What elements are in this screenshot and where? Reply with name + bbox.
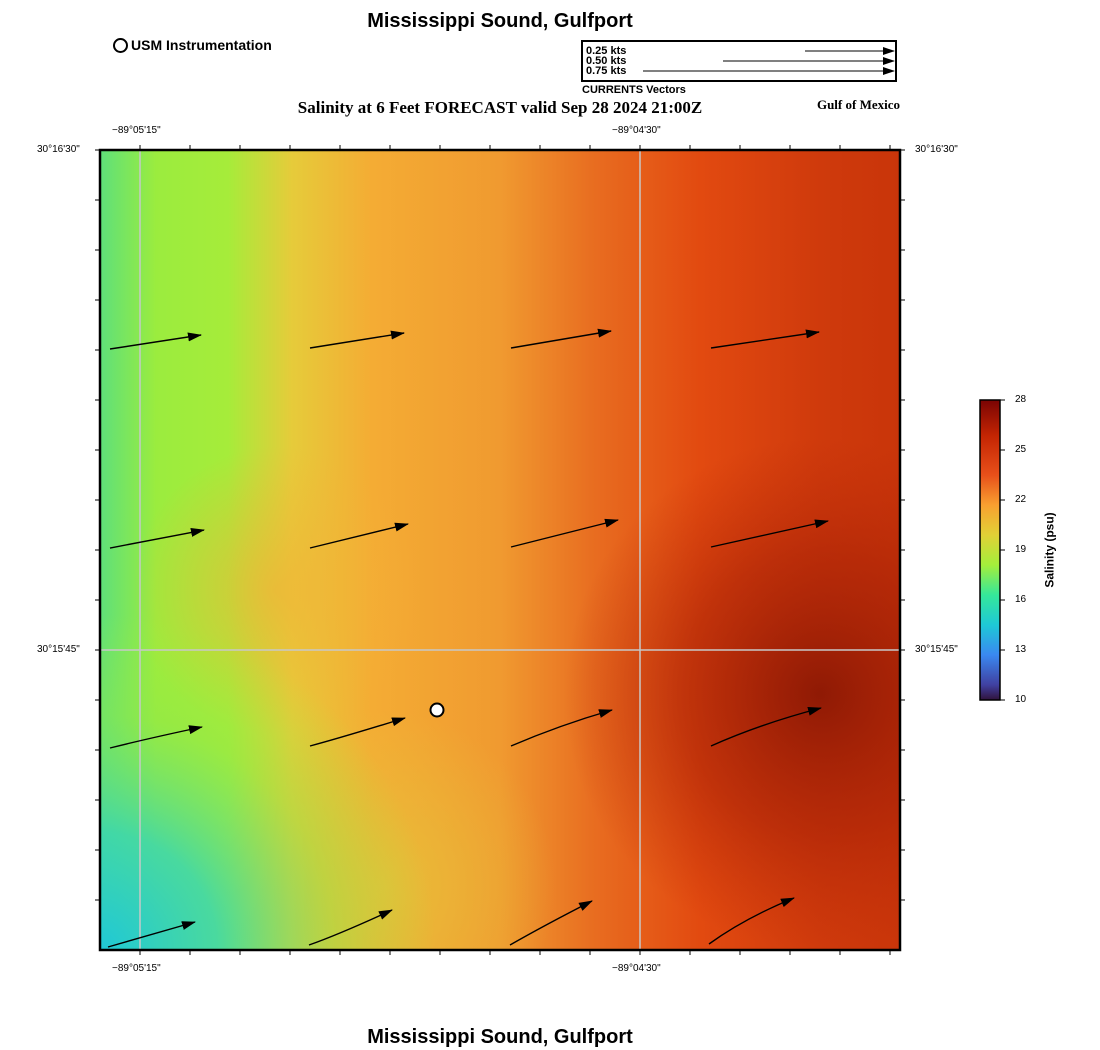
lon-label-bottom-1: −89°05'15" bbox=[112, 963, 161, 974]
vector-scale-label-2: 0.50 kts bbox=[586, 55, 627, 67]
station-legend: USM Instrumentation bbox=[113, 37, 272, 53]
vector-scale-label-1: 0.25 kts bbox=[586, 45, 627, 57]
vector-scale-arrows bbox=[643, 47, 895, 75]
map-subtitle: Salinity at 6 Feet FORECAST valid Sep 28… bbox=[297, 98, 703, 117]
colorbar-tick: 13 bbox=[1015, 644, 1027, 655]
current-vector bbox=[708, 897, 795, 945]
current-vector bbox=[710, 329, 820, 349]
lat-label-left-2: 30°15'45" bbox=[37, 644, 80, 655]
vector-legend-caption: CURRENTS Vectors bbox=[582, 84, 686, 96]
map-bottom-title: Mississippi Sound, Gulfport bbox=[367, 1026, 633, 1048]
current-vector bbox=[710, 519, 829, 548]
vector-scale-label-3: 0.75 kts bbox=[586, 65, 627, 77]
colorbar-tick: 16 bbox=[1015, 594, 1027, 605]
lon-label-bottom-2: −89°04'30" bbox=[612, 963, 661, 974]
salinity-field bbox=[100, 150, 900, 950]
colorbar-tick: 25 bbox=[1015, 444, 1027, 455]
colorbar-tick: 19 bbox=[1015, 544, 1027, 555]
colorbar-tick: 22 bbox=[1015, 494, 1027, 505]
station-legend-label: USM Instrumentation bbox=[131, 37, 272, 53]
current-vector bbox=[109, 332, 202, 350]
map-title: Mississippi Sound, Gulfport bbox=[367, 10, 633, 32]
frame-ticks bbox=[95, 145, 905, 955]
current-vector bbox=[309, 330, 405, 349]
current-vector bbox=[510, 518, 619, 548]
lon-label-top-2: −89°04'30" bbox=[612, 125, 661, 136]
current-vector bbox=[309, 522, 409, 549]
lat-label-right-1: 30°16'30" bbox=[915, 144, 958, 155]
current-vector bbox=[109, 725, 203, 749]
salinity-colorbar bbox=[979, 399, 1005, 701]
station-marker-icon bbox=[113, 37, 128, 53]
current-vector bbox=[509, 900, 593, 946]
current-vector bbox=[510, 709, 613, 747]
colorbar-title-wrap: Salinity (psu) bbox=[1000, 512, 1100, 587]
current-vector bbox=[308, 909, 393, 946]
lat-label-right-2: 30°15'45" bbox=[915, 644, 958, 655]
current-vector bbox=[309, 717, 406, 747]
lat-label-left-1: 30°16'30" bbox=[37, 144, 80, 155]
current-vector bbox=[510, 328, 612, 349]
lon-label-top-1: −89°05'15" bbox=[112, 125, 161, 136]
colorbar-title: Salinity (psu) bbox=[1043, 512, 1057, 588]
colorbar-tick: 10 bbox=[1015, 694, 1027, 705]
vector-scale-legend: 0.25 kts 0.50 kts 0.75 kts bbox=[581, 40, 897, 82]
usm-station-marker bbox=[429, 702, 445, 718]
current-vectors bbox=[107, 328, 829, 948]
graticule bbox=[100, 150, 900, 950]
colorbar-tick: 28 bbox=[1015, 394, 1027, 405]
current-vector bbox=[109, 528, 205, 549]
current-vector bbox=[710, 706, 822, 747]
region-label: Gulf of Mexico bbox=[816, 97, 900, 112]
current-vector bbox=[107, 921, 196, 948]
